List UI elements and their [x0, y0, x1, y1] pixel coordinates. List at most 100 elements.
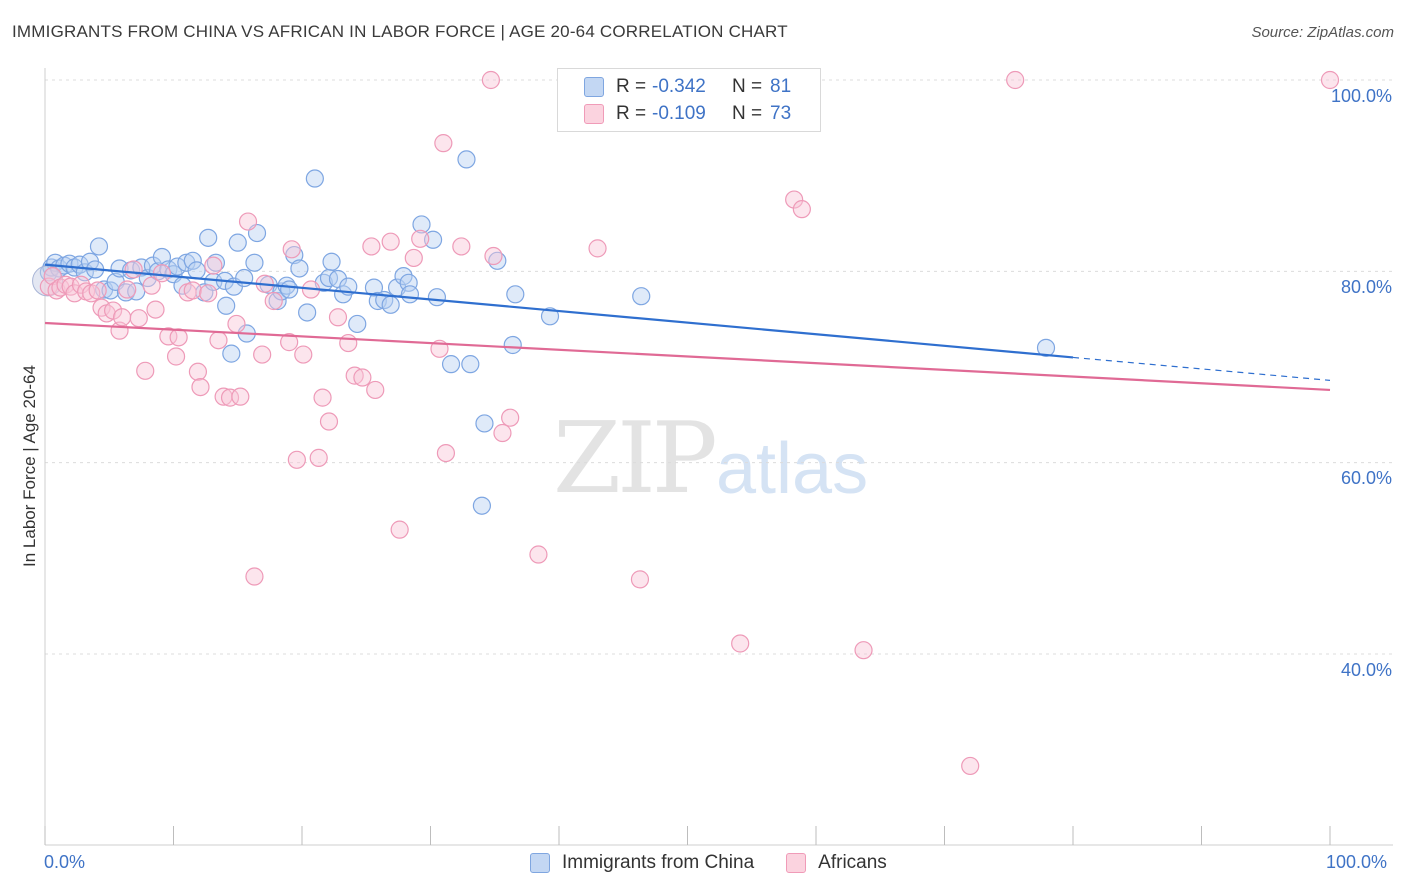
data-point — [222, 344, 241, 363]
data-point — [245, 253, 264, 272]
data-point — [282, 240, 301, 259]
data-point — [472, 496, 491, 515]
data-point — [89, 237, 109, 256]
data-point — [501, 408, 520, 427]
data-point — [191, 377, 210, 397]
data-point — [280, 280, 299, 299]
series-legend: Immigrants from China Africans — [530, 852, 919, 874]
china-legend-swatch — [530, 853, 550, 873]
data-point — [124, 260, 143, 279]
data-point — [231, 387, 250, 406]
data-point — [206, 253, 226, 272]
data-point — [423, 230, 443, 249]
data-point — [390, 520, 409, 539]
chart-title: IMMIGRANTS FROM CHINA VS AFRICAN IN LABO… — [12, 22, 788, 41]
data-point — [268, 291, 287, 311]
data-point — [381, 295, 400, 314]
data-point — [92, 298, 111, 317]
data-point — [294, 345, 313, 364]
data-point — [298, 303, 317, 322]
data-point — [1036, 338, 1056, 357]
source-note: Source: ZipAtlas.com — [1251, 24, 1394, 41]
data-point — [305, 169, 324, 188]
data-point — [280, 333, 299, 352]
series-africans-points — [39, 70, 1340, 776]
data-point — [169, 328, 188, 347]
data-point — [785, 190, 804, 209]
stats-row-africans: R = -0.109 N = 73 — [584, 101, 791, 127]
data-point — [183, 281, 202, 300]
n-label: N = — [732, 76, 763, 97]
data-point — [452, 237, 471, 256]
trend-line-china-extension — [1072, 356, 1331, 381]
r-value: -0.342 — [652, 76, 706, 97]
data-point — [88, 281, 107, 300]
x-tick-min: 0.0% — [44, 852, 86, 872]
data-point — [238, 212, 258, 231]
africans-legend-swatch — [786, 853, 807, 873]
n-value: 81 — [770, 76, 792, 97]
data-point — [118, 280, 137, 299]
data-point — [1320, 70, 1340, 90]
legend-label-china: Immigrants from China — [562, 852, 755, 873]
data-point — [309, 448, 328, 467]
data-point — [399, 273, 418, 292]
data-point — [348, 314, 367, 334]
data-point — [434, 134, 453, 153]
data-point — [245, 567, 264, 586]
data-point — [404, 248, 423, 268]
data-point — [152, 264, 172, 283]
data-point — [493, 423, 512, 443]
data-point — [290, 259, 309, 278]
data-point — [475, 414, 494, 433]
axes — [44, 68, 1393, 846]
legend-item-china[interactable]: Immigrants from China — [530, 852, 754, 874]
r-value: -0.109 — [652, 103, 706, 124]
data-point — [484, 246, 503, 266]
data-point — [364, 278, 384, 297]
data-point — [187, 261, 206, 280]
data-point — [228, 233, 247, 252]
data-point — [188, 362, 208, 381]
y-axis-label: In Labor Force | Age 20-64 — [20, 365, 39, 567]
data-point — [854, 641, 873, 660]
data-point — [217, 296, 236, 315]
n-label: N = — [732, 103, 763, 124]
data-point — [1006, 70, 1025, 90]
data-point — [253, 345, 272, 364]
stats-row-china: R = -0.342 N = 81 — [584, 74, 791, 100]
data-point — [588, 239, 607, 258]
data-point — [264, 291, 283, 311]
data-point — [457, 150, 476, 169]
data-point — [112, 308, 132, 327]
data-point — [411, 229, 430, 248]
data-point — [630, 570, 650, 589]
data-point — [227, 314, 246, 334]
data-point — [209, 331, 228, 350]
data-point — [328, 308, 348, 327]
legend-item-africans[interactable]: Africans — [786, 852, 887, 874]
trend-lines — [44, 263, 1331, 392]
y-tick-label: 80.0% — [1340, 277, 1392, 297]
china-swatch — [584, 77, 604, 97]
data-point — [204, 256, 223, 275]
y-tick-label: 60.0% — [1340, 468, 1392, 488]
y-tick-label: 40.0% — [1340, 660, 1392, 680]
data-point — [319, 412, 339, 431]
data-point — [166, 347, 186, 366]
data-point — [961, 756, 980, 776]
watermark-zip: ZIP — [553, 402, 718, 516]
data-point — [412, 215, 431, 234]
data-point — [183, 251, 202, 270]
trend-line-africans — [44, 321, 1331, 392]
data-point — [129, 309, 148, 328]
data-point — [146, 300, 165, 319]
data-point — [441, 355, 461, 374]
data-point — [506, 285, 525, 304]
data-point — [529, 545, 548, 564]
data-point — [503, 335, 522, 355]
data-point — [199, 284, 218, 303]
data-point — [731, 634, 750, 653]
r-label: R = — [616, 103, 647, 124]
